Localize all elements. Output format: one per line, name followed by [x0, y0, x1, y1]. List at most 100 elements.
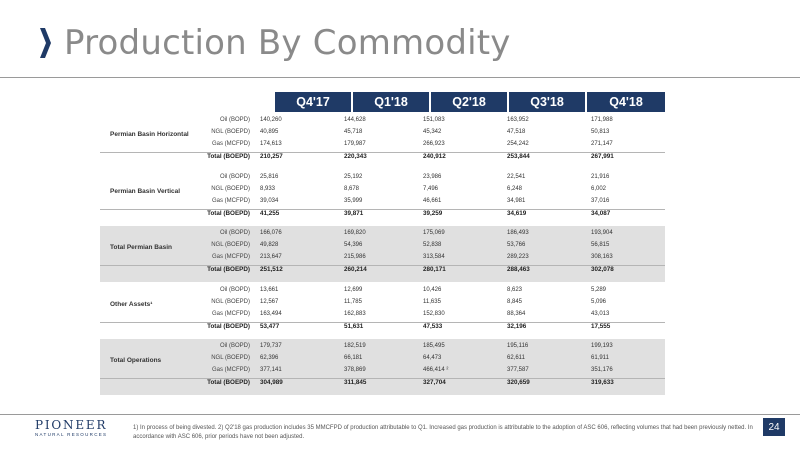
table-cell: 54,396 — [344, 242, 363, 248]
table-cell: 251,512 — [260, 266, 283, 273]
table-cell: 11,785 — [344, 299, 362, 305]
table-cell: 8,678 — [344, 186, 360, 192]
table-cell: 377,141 — [260, 367, 282, 373]
table-cell: 45,718 — [344, 129, 363, 135]
table-row: NGL (BOEPD) 40,895 45,718 45,342 47,518 50,81… — [100, 129, 665, 140]
title-row: Production By Commodity — [38, 18, 511, 68]
row-label: Total (BOEPD) — [207, 323, 250, 330]
row-label: NGL (BOEPD) — [211, 355, 250, 361]
table-cell: 5,096 — [591, 299, 607, 305]
table-section: Permian Basin Vertical Oil (BOPD) 25,816 25… — [100, 170, 665, 226]
row-label: Gas (MCFPD) — [212, 311, 250, 317]
row-label: NGL (BOEPD) — [211, 129, 250, 135]
table-cell: 288,463 — [507, 266, 530, 273]
row-label: NGL (BOEPD) — [211, 242, 250, 248]
section-name: Permian Basin Vertical — [110, 188, 181, 195]
table-cell: 152,830 — [423, 311, 445, 317]
table-row: Oil (BOPD) 179,737 182,519 185,495 195,116 19… — [100, 343, 665, 354]
total-row: Total (BOEPD) 210,257 220,343 240,912 253,84… — [100, 153, 665, 164]
row-label: Gas (MCFPD) — [212, 254, 250, 260]
table-cell: 37,016 — [591, 198, 610, 204]
table-cell: 34,981 — [507, 198, 526, 204]
table-cell: 45,342 — [423, 129, 442, 135]
table-row: NGL (BOEPD) 12,567 11,785 11,635 8,845 5,096 — [100, 299, 665, 310]
table-cell: 35,999 — [344, 198, 363, 204]
table-cell: 320,659 — [507, 379, 530, 386]
table-cell: 313,584 — [423, 254, 445, 260]
table-row: NGL (BOEPD) 8,933 8,678 7,496 6,248 6,002 — [100, 186, 665, 197]
table-row: Gas (MCFPD) 163,494 162,883 152,830 88,364 43… — [100, 311, 665, 322]
table-cell: 25,816 — [260, 174, 279, 180]
column-header: Q3'18 — [509, 92, 587, 112]
table-cell: 39,871 — [344, 210, 364, 217]
table-row: NGL (BOEPD) 49,828 54,396 52,838 53,766 56,81… — [100, 242, 665, 253]
total-divider — [100, 152, 665, 153]
table-cell: 40,895 — [260, 129, 279, 135]
row-label: Total (BOEPD) — [207, 266, 250, 273]
table-cell: 51,631 — [344, 323, 364, 330]
table-cell: 260,214 — [344, 266, 367, 273]
table-cell: 289,223 — [507, 254, 529, 260]
table-cell: 66,181 — [344, 355, 363, 361]
table-cell: 304,989 — [260, 379, 283, 386]
table-row: Gas (MCFPD) 377,141 378,869 466,414 ² 377,58… — [100, 367, 665, 378]
total-divider — [100, 322, 665, 323]
table-cell: 267,991 — [591, 153, 614, 160]
table-row: Gas (MCFPD) 39,034 35,999 46,661 34,981 37,01… — [100, 198, 665, 209]
table-cell: 215,986 — [344, 254, 366, 260]
table-cell: 25,192 — [344, 174, 363, 180]
table-cell: 52,838 — [423, 242, 442, 248]
section-name: Total Permian Basin — [110, 244, 173, 251]
section-name: Permian Basin Horizontal — [110, 131, 189, 138]
table-cell: 171,988 — [591, 117, 613, 123]
table-section: Total Operations Oil (BOPD) 179,737 182,519… — [100, 339, 665, 395]
table-row: Oil (BOPD) 13,661 12,699 10,426 8,623 5,289 — [100, 287, 665, 298]
table-cell: 8,623 — [507, 287, 523, 293]
table-cell: 62,396 — [260, 355, 279, 361]
table-cell: 151,083 — [423, 117, 445, 123]
total-row: Total (BOEPD) 251,512 260,214 280,171 288,46… — [100, 266, 665, 277]
row-label: Oil (BOPD) — [220, 230, 250, 236]
table-section: Total Permian Basin Oil (BOPD) 166,076 169,… — [100, 226, 665, 282]
table-cell: 166,076 — [260, 230, 282, 236]
table-cell: 378,869 — [344, 367, 366, 373]
total-divider — [100, 209, 665, 210]
table-cell: 53,766 — [507, 242, 526, 248]
row-label: Oil (BOPD) — [220, 343, 250, 349]
quarter-header-row: Q4'17 Q1'18 Q2'18 Q3'18 Q4'18 — [275, 92, 665, 112]
row-label: Oil (BOPD) — [220, 174, 250, 180]
table-cell: 49,828 — [260, 242, 279, 248]
table-cell: 144,628 — [344, 117, 366, 123]
total-row: Total (BOEPD) 41,255 39,871 39,259 34,619 34,… — [100, 210, 665, 221]
table-row: Gas (MCFPD) 213,647 215,986 313,584 289,223 3… — [100, 254, 665, 265]
row-label: Total (BOEPD) — [207, 210, 250, 217]
table-cell: 11,635 — [423, 299, 441, 305]
title-divider — [0, 77, 800, 78]
table-cell: 169,820 — [344, 230, 366, 236]
total-row: Total (BOEPD) 304,989 311,845 327,704 320,65… — [100, 379, 665, 390]
table-cell: 163,494 — [260, 311, 282, 317]
table-cell: 271,147 — [591, 141, 613, 147]
table-cell: 5,289 — [591, 287, 607, 293]
table-section: Permian Basin Horizontal Oil (BOPD) 140,26… — [100, 113, 665, 169]
table-cell: 17,555 — [591, 323, 611, 330]
table-cell: 22,541 — [507, 174, 526, 180]
table-cell: 8,845 — [507, 299, 523, 305]
row-label: Gas (MCFPD) — [212, 141, 250, 147]
table-cell: 174,613 — [260, 141, 282, 147]
table-cell: 186,493 — [507, 230, 529, 236]
table-cell: 6,002 — [591, 186, 607, 192]
table-cell: 311,845 — [344, 379, 367, 386]
total-divider — [100, 265, 665, 266]
table-cell: 13,661 — [260, 287, 279, 293]
table-cell: 53,477 — [260, 323, 280, 330]
table-cell: 210,257 — [260, 153, 283, 160]
table-row: Gas (MCFPD) 174,613 179,987 266,923 254,242 2… — [100, 141, 665, 152]
table-cell: 34,619 — [507, 210, 527, 217]
table-cell: 254,242 — [507, 141, 529, 147]
column-header: Q4'18 — [587, 92, 665, 112]
table-cell: 213,647 — [260, 254, 282, 260]
table-cell: 162,883 — [344, 311, 366, 317]
table-cell: 8,933 — [260, 186, 276, 192]
table-cell: 12,699 — [344, 287, 363, 293]
